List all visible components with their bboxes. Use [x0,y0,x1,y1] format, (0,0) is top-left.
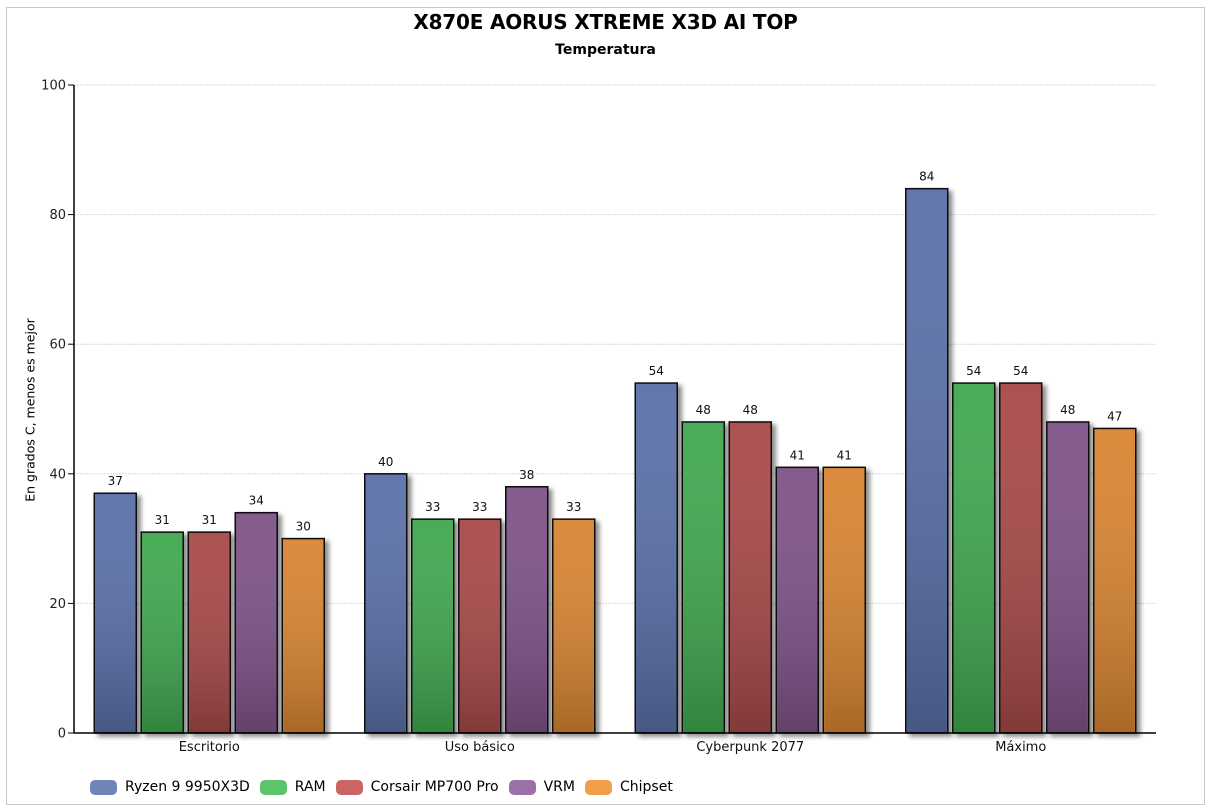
y-tick-label: 0 [58,727,66,742]
bar [822,466,866,734]
y-tick-label: 80 [49,208,66,223]
bar [93,492,137,734]
legend-label: Corsair MP700 Pro [370,779,499,795]
bar-value-label: 40 [378,455,393,469]
bar-value-label: 48 [743,403,758,417]
legend-label: Chipset [619,779,673,795]
bar [505,486,549,734]
bar [411,518,455,734]
y-tick-label: 60 [49,338,66,353]
legend-label: VRM [543,779,575,795]
y-tick-label: 20 [49,597,66,612]
legend-item[interactable]: Corsair MP700 Pro [335,779,499,795]
legend-label: Ryzen 9 9950X3D [125,779,250,795]
bar-value-label: 47 [1107,409,1122,423]
bar-value-label: 41 [837,448,852,462]
bar [552,518,596,734]
legend-item[interactable]: VRM [508,779,575,795]
bar [681,421,725,734]
legend-item[interactable]: Ryzen 9 9950X3D [90,779,250,795]
bar-value-label: 31 [202,513,217,527]
bar-value-label: 48 [1060,403,1075,417]
bar-value-label: 33 [566,500,581,514]
bar [364,473,408,734]
x-category-label: Escritorio [179,740,240,755]
x-category-label: Máximo [995,740,1046,755]
bar [634,382,678,734]
bar [458,518,502,734]
bar-value-label: 31 [155,513,170,527]
bar [281,537,325,734]
legend-item[interactable]: Chipset [584,779,673,795]
legend-swatch-icon [335,779,363,795]
axes [68,84,1156,734]
bar [187,531,231,734]
bar [905,187,949,734]
bar-value-label: 41 [790,448,805,462]
legend-swatch-icon [259,779,287,795]
bar-value-label: 34 [249,494,264,508]
bar [728,421,772,734]
chart-title: X870E AORUS XTREME X3D AI TOP [413,10,798,34]
bar-value-label: 33 [472,500,487,514]
labels: 0 20 40 60 80 100 37 31 31 34 30 Escritorio 40 33 33 38… [41,79,1122,756]
chart-frame [6,7,1205,805]
legend: Ryzen 9 9950X3D RAM Corsair MP700 Pro VRM Ch… [90,779,683,795]
y-tick-label: 40 [49,467,66,482]
bar-value-label: 38 [519,468,534,482]
chart-subtitle: Temperatura [555,42,656,58]
bar [140,531,184,734]
bar-value-label: 37 [108,474,123,488]
x-category-label: Cyberpunk 2077 [696,740,804,755]
legend-swatch-icon [508,779,536,795]
x-category-label: Uso básico [445,740,515,755]
bar-series [93,187,1137,734]
legend-swatch-icon [584,779,612,795]
bar-value-label: 84 [919,170,934,184]
bar-value-label: 54 [966,364,981,378]
bar-value-label: 33 [425,500,440,514]
bar-value-label: 54 [649,364,664,378]
bar [1093,427,1137,734]
legend-swatch-icon [90,779,117,795]
y-tick-label: 100 [41,79,66,94]
bar [1046,421,1090,734]
legend-item[interactable]: RAM [259,779,326,795]
bar [999,382,1043,734]
bar-value-label: 30 [296,520,311,534]
bar-value-label: 48 [696,403,711,417]
legend-label: RAM [294,779,326,795]
bar-value-label: 54 [1013,364,1028,378]
bar [775,466,819,734]
bar [234,511,278,734]
bar [952,382,996,734]
